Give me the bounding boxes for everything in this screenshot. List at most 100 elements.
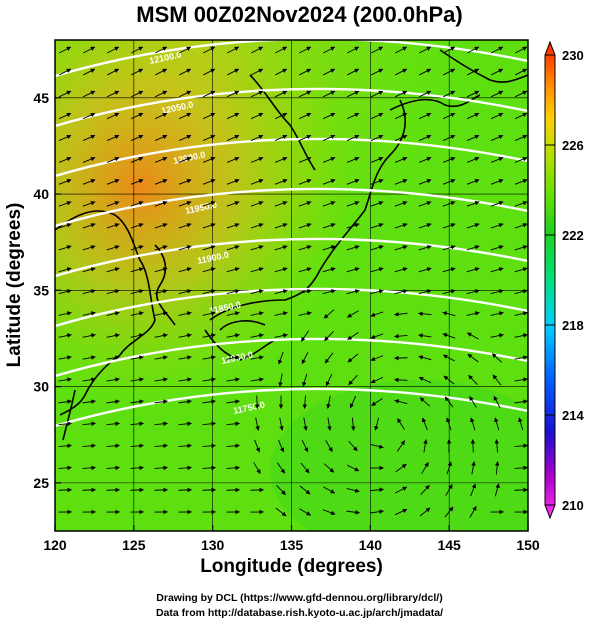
wind-arrow: [470, 417, 476, 431]
wind-arrow: [154, 245, 168, 251]
y-tick-label: 40: [33, 186, 49, 202]
wind-arrow: [442, 68, 456, 76]
wind-arrow: [253, 462, 261, 474]
wind-arrow: [514, 443, 528, 449]
wind-arrow: [178, 267, 192, 273]
wind-arrow: [514, 245, 528, 251]
wind-arrow: [58, 333, 72, 338]
wind-arrow: [154, 134, 168, 141]
wind-arrow: [298, 289, 312, 295]
wind-arrow: [251, 46, 264, 54]
wind-arrow: [178, 443, 192, 449]
wind-arrow: [154, 201, 168, 207]
wind-arrow: [514, 377, 528, 382]
wind-arrow: [276, 485, 286, 495]
wind-arrow: [154, 68, 168, 76]
wind-arrow: [418, 245, 432, 251]
wind-arrow: [250, 355, 264, 360]
colorbar-tick-label: 226: [562, 138, 584, 153]
wind-arrow: [370, 112, 384, 120]
wind-arrow: [394, 312, 408, 317]
wind-arrow: [82, 201, 96, 207]
wind-arrow: [178, 112, 192, 120]
wind-arrow: [300, 462, 310, 474]
contour-line: [55, 287, 528, 328]
wind-arrow: [446, 417, 452, 431]
wind-arrow: [250, 223, 264, 229]
wind-arrow: [226, 465, 240, 471]
wind-arrow: [346, 289, 360, 295]
wind-arrow: [250, 311, 264, 316]
wind-arrow: [514, 487, 528, 493]
wind-arrow: [395, 486, 408, 494]
wind-arrow: [466, 311, 480, 316]
wind-arrow: [202, 465, 216, 471]
wind-arrow: [490, 267, 504, 273]
wind-arrow: [419, 397, 431, 407]
wind-arrow: [394, 68, 408, 76]
wind-arrow: [82, 421, 96, 426]
wind-arrow: [346, 112, 360, 120]
wind-arrow: [178, 134, 192, 141]
wind-arrow: [130, 112, 144, 120]
wind-arrow: [154, 311, 168, 316]
wind-arrow: [302, 395, 308, 409]
wind-arrow: [494, 461, 500, 475]
wind-arrow: [442, 112, 456, 120]
wind-arrow: [202, 245, 216, 251]
wind-arrow: [446, 461, 452, 475]
wind-arrow: [82, 156, 96, 163]
wind-arrow: [490, 289, 504, 295]
wind-arrow: [274, 179, 288, 185]
wind-arrow: [442, 333, 456, 339]
wind-arrow: [394, 399, 408, 405]
wind-arrow: [322, 179, 336, 185]
wind-arrow: [419, 507, 431, 517]
wind-arrow: [514, 179, 528, 185]
wind-arrow: [250, 377, 264, 382]
wind-arrow: [445, 483, 453, 496]
wind-arrow: [250, 68, 264, 76]
wind-arrow: [226, 156, 240, 163]
wind-arrow: [202, 333, 216, 338]
wind-arrow: [107, 46, 120, 54]
wind-arrow: [106, 355, 120, 360]
wind-arrow: [466, 245, 480, 251]
x-tick-label: 135: [280, 537, 304, 553]
wind-arrow: [82, 112, 96, 120]
wind-arrow: [469, 396, 477, 408]
wind-arrow: [418, 289, 432, 295]
contour-line: [55, 387, 528, 428]
wind-arrow: [106, 245, 120, 251]
wind-arrow: [394, 223, 408, 229]
wind-arrow: [58, 245, 72, 251]
wind-arrow: [278, 351, 284, 365]
wind-arrow: [442, 223, 456, 229]
wind-arrow: [490, 201, 504, 207]
wind-arrow: [202, 311, 216, 316]
wind-arrow: [106, 487, 120, 493]
y-tick-label: 45: [33, 90, 49, 106]
wind-arrow: [303, 417, 308, 431]
wind-arrow: [418, 311, 432, 317]
wind-arrow: [348, 374, 358, 386]
wind-arrow: [278, 373, 283, 387]
wind-arrow: [58, 156, 72, 163]
wind-arrow: [370, 443, 384, 449]
y-axis-label: Latitude (degrees): [4, 202, 25, 368]
wind-arrow: [394, 134, 408, 141]
wind-arrow: [327, 417, 332, 431]
wind-arrow: [274, 112, 288, 120]
colorbar-body: [544, 40, 556, 520]
wind-arrow: [154, 487, 168, 493]
wind-arrow: [202, 201, 216, 207]
wind-arrow: [226, 443, 240, 449]
wind-arrow: [106, 156, 120, 163]
wind-arrow: [106, 377, 120, 382]
wind-arrow: [418, 223, 432, 229]
wind-arrow: [418, 355, 432, 361]
wind-arrow: [349, 395, 357, 409]
wind-arrow: [494, 483, 500, 497]
wind-arrow: [202, 487, 216, 493]
